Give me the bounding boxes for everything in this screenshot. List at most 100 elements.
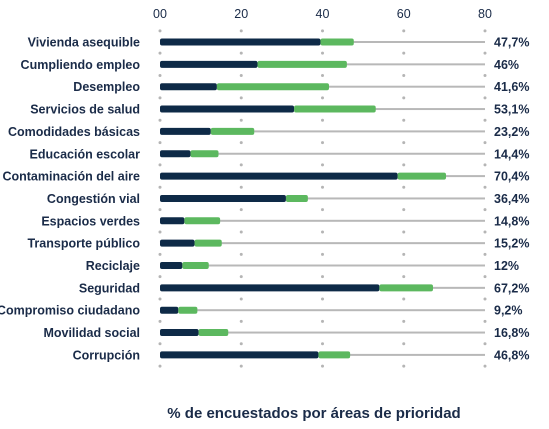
grid-dot xyxy=(239,118,243,122)
category-label: Congestión vial xyxy=(47,192,140,206)
grid-dot xyxy=(239,163,243,167)
grid-dot xyxy=(321,208,324,212)
value-label: 14,8% xyxy=(494,214,529,228)
bar-segment xyxy=(160,150,191,158)
grid-dot xyxy=(158,319,162,323)
bar-track xyxy=(160,264,485,267)
grid-dot xyxy=(321,297,324,301)
bar-segment xyxy=(160,172,398,180)
value-label: 12% xyxy=(494,259,519,273)
grid-dot xyxy=(158,96,162,100)
grid-dot xyxy=(321,252,324,256)
grid-dot xyxy=(402,297,406,301)
grid-dot xyxy=(321,319,324,323)
bar-segment xyxy=(160,60,258,68)
grid-dot xyxy=(483,51,487,55)
grid-dot xyxy=(483,96,487,100)
grid-dot xyxy=(158,297,162,301)
bar-segment xyxy=(320,38,354,46)
bar-segment xyxy=(257,60,347,68)
x-tick-label: 20 xyxy=(234,7,248,21)
grid-dot xyxy=(158,342,162,346)
grid-dot xyxy=(158,163,162,167)
bar-segment xyxy=(160,351,319,359)
grid-dot xyxy=(483,185,487,189)
value-label: 14,4% xyxy=(494,147,529,161)
grid-dot xyxy=(321,96,324,100)
grid-dot xyxy=(402,118,406,122)
grid-dot xyxy=(158,51,162,55)
value-label: 16,8% xyxy=(494,326,529,340)
value-label: 47,7% xyxy=(494,36,529,50)
grid-dot xyxy=(158,364,162,368)
grid-dot xyxy=(158,74,162,78)
grid-dot xyxy=(239,96,243,100)
x-tick-label: 40 xyxy=(316,7,330,21)
category-label: Educación escolar xyxy=(30,147,141,161)
category-label: Seguridad xyxy=(79,281,140,295)
grid-dot xyxy=(239,319,243,323)
grid-dot xyxy=(402,96,406,100)
grid-dot xyxy=(402,275,406,279)
grid-dot xyxy=(158,230,162,234)
bar-segment xyxy=(397,172,446,180)
grid-dot xyxy=(158,185,162,189)
value-label: 53,1% xyxy=(494,103,529,117)
grid-dot xyxy=(239,364,243,368)
category-label: Servicios de salud xyxy=(30,103,140,117)
bar-track xyxy=(160,331,485,334)
grid-dot xyxy=(239,141,243,145)
grid-dot xyxy=(402,185,406,189)
grid-dot xyxy=(321,185,324,189)
x-tick-label: 80 xyxy=(478,7,492,21)
grid-dot xyxy=(483,118,487,122)
bar-segment xyxy=(160,284,380,292)
grid-dot xyxy=(239,51,243,55)
grid-dot xyxy=(483,275,487,279)
bar-segment xyxy=(160,239,195,247)
grid-dot xyxy=(321,275,324,279)
bar-rows: Vivienda asequible 47,7% Cumpliendo empleo… xyxy=(0,36,529,363)
grid-dot xyxy=(321,118,324,122)
bar-segment xyxy=(318,351,351,359)
bar-segment xyxy=(160,306,179,314)
grid-dot xyxy=(483,297,487,301)
category-label: Compromiso ciudadano xyxy=(0,304,140,318)
grid-dot xyxy=(402,342,406,346)
bar-segment xyxy=(210,127,255,135)
category-label: Desempleo xyxy=(73,80,140,94)
bar-track xyxy=(160,219,485,222)
grid-dot xyxy=(239,252,243,256)
value-label: 67,2% xyxy=(494,281,529,295)
bar-segment xyxy=(294,105,376,113)
value-label: 46% xyxy=(494,58,519,72)
grid-dot xyxy=(483,29,487,33)
grid-dot xyxy=(402,51,406,55)
bar-segment xyxy=(178,306,198,314)
bar-segment xyxy=(160,217,185,225)
grid-dot xyxy=(239,297,243,301)
bar-segment xyxy=(160,262,183,269)
x-tick-label: 00 xyxy=(153,7,167,21)
grid-dot xyxy=(402,29,406,33)
value-label: 41,6% xyxy=(494,80,529,94)
grid-dot xyxy=(239,230,243,234)
bar-track xyxy=(160,242,485,245)
grid-dot xyxy=(321,163,324,167)
grid-dot xyxy=(239,29,243,33)
bar-segment xyxy=(285,194,308,202)
grid-dot xyxy=(321,230,324,234)
bar-segment xyxy=(194,239,222,247)
grid-dot xyxy=(158,118,162,122)
value-label: 15,2% xyxy=(494,237,529,251)
grid-dot xyxy=(402,208,406,212)
bar-segment xyxy=(182,262,209,269)
grid-dot xyxy=(483,319,487,323)
category-label: Comodidades básicas xyxy=(8,125,140,139)
bar-segment xyxy=(198,329,229,337)
grid-dots xyxy=(158,29,487,368)
grid-dot xyxy=(239,342,243,346)
bar-segment xyxy=(160,83,217,91)
grid-dot xyxy=(321,29,324,33)
